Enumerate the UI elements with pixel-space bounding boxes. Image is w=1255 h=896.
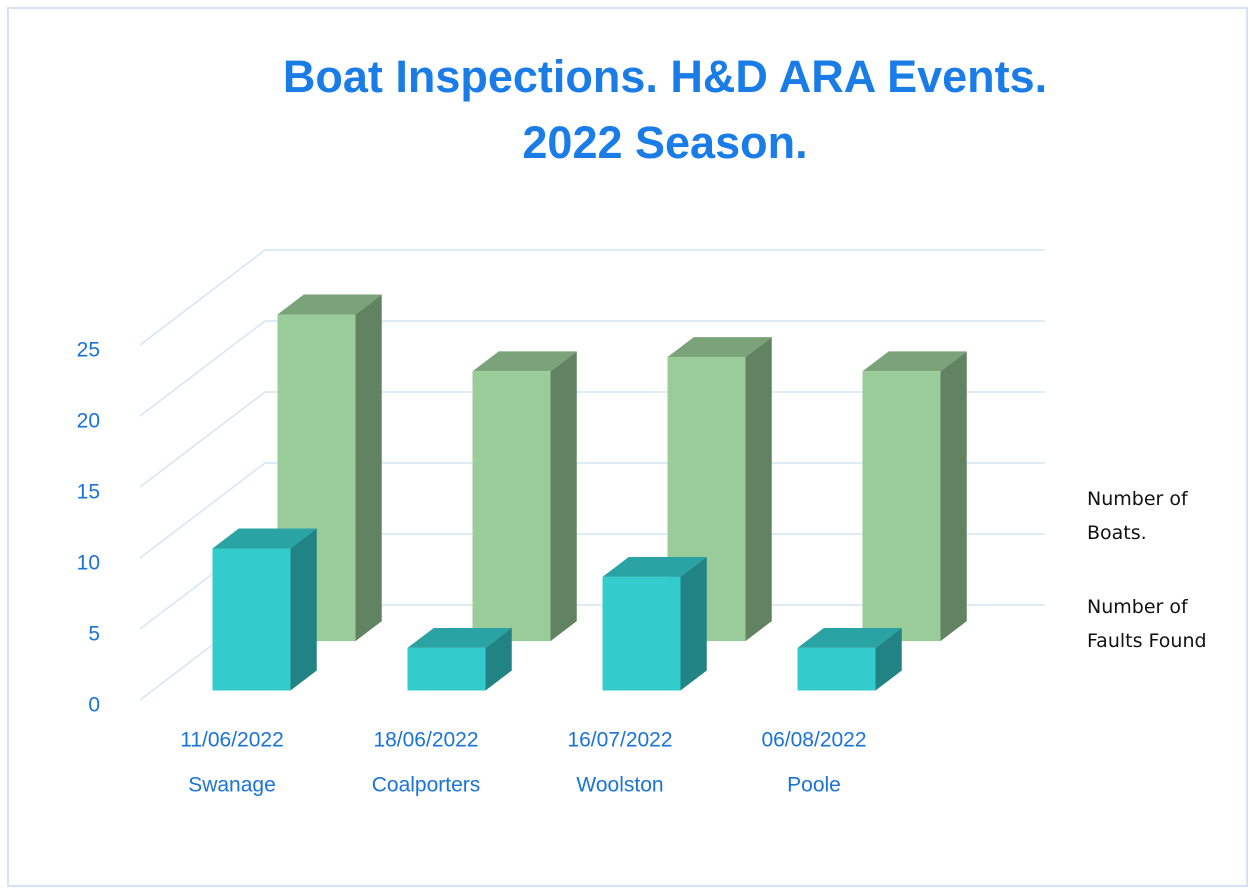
x-tick-label: 06/08/2022 — [761, 729, 866, 752]
x-tick-label: Swanage — [188, 774, 276, 797]
bar-top — [212, 528, 317, 549]
bar-top — [472, 351, 577, 372]
y-tick-label: 0 — [88, 694, 100, 717]
chart-title: 2022 Season. — [522, 117, 807, 168]
grid-line — [139, 320, 266, 417]
bar-top — [667, 337, 772, 358]
bar — [602, 576, 681, 691]
y-tick-label: 10 — [77, 552, 100, 575]
bar-top — [407, 627, 512, 648]
bar — [797, 647, 876, 691]
bar-side — [550, 351, 577, 642]
bar-side — [355, 294, 382, 642]
y-tick-label: 25 — [77, 339, 100, 362]
bar-side — [290, 528, 317, 691]
bar — [472, 371, 551, 642]
grid-line — [139, 391, 266, 488]
y-tick-label: 15 — [77, 481, 100, 504]
x-tick-label: Coalporters — [372, 774, 481, 797]
bar — [212, 548, 291, 691]
grid-line — [139, 249, 266, 346]
bar-top — [797, 627, 902, 648]
bar-top — [602, 556, 707, 577]
legend-entry: Number of Boats. — [1087, 488, 1188, 544]
frame — [7, 7, 1248, 887]
bar — [407, 647, 486, 691]
x-tick-label: Poole — [787, 774, 841, 797]
bar-side — [485, 627, 512, 691]
bar-side — [875, 627, 902, 691]
bar-side — [745, 337, 772, 642]
chart-title: Boat Inspections. H&D ARA Events. — [283, 51, 1047, 102]
x-tick-label: Woolston — [576, 774, 663, 797]
legend-entry: Number of Faults Found — [1087, 596, 1207, 652]
bar — [862, 371, 941, 642]
x-tick-label: 11/06/2022 — [180, 729, 284, 752]
y-tick-label: 20 — [77, 410, 100, 433]
bar-side — [680, 556, 707, 691]
y-tick-label: 5 — [88, 623, 100, 646]
x-tick-label: 16/07/2022 — [567, 729, 672, 752]
x-tick-label: 18/06/2022 — [373, 729, 478, 752]
bar-side — [940, 351, 967, 642]
bar-top — [862, 351, 967, 372]
grid-line — [139, 462, 266, 559]
bar-top — [277, 294, 382, 315]
